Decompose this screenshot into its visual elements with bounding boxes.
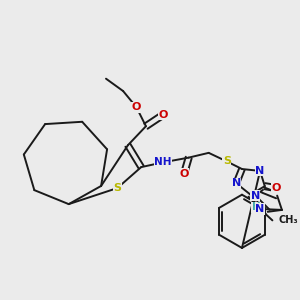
Text: NH: NH xyxy=(154,158,172,167)
Text: S: S xyxy=(223,156,231,167)
Text: O: O xyxy=(158,110,168,120)
Text: O: O xyxy=(272,183,281,193)
Text: O: O xyxy=(179,169,189,179)
Text: N: N xyxy=(255,166,265,176)
Text: S: S xyxy=(113,183,122,193)
Text: H: H xyxy=(252,202,261,212)
Text: O: O xyxy=(132,102,141,112)
Text: N: N xyxy=(232,178,241,188)
Text: N: N xyxy=(251,190,260,201)
Text: CH₃: CH₃ xyxy=(278,215,298,225)
Text: N: N xyxy=(255,204,265,214)
